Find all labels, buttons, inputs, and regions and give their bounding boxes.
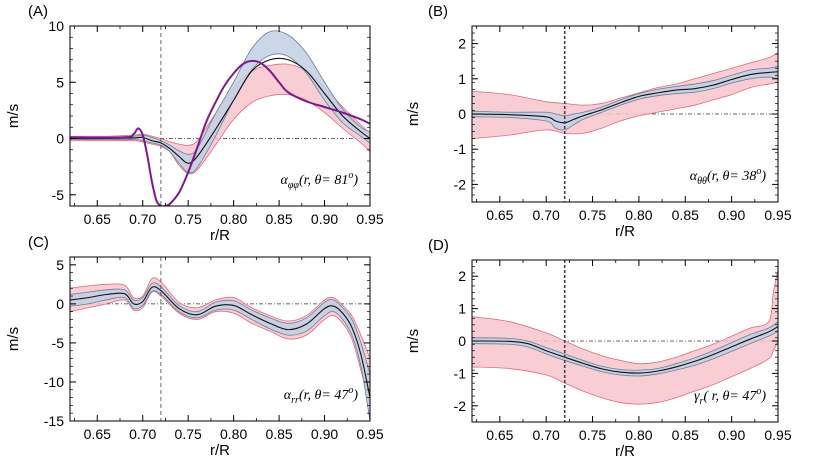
x-tick-label: 0.65	[486, 427, 513, 443]
y-tick-label: -2	[454, 398, 467, 414]
x-tick-label: 0.85	[265, 211, 292, 227]
x-tick-label: 0.80	[625, 207, 652, 223]
plot-area	[70, 257, 370, 421]
x-axis-label: r/R	[210, 227, 230, 244]
panel-label: (A)	[28, 3, 48, 20]
y-tick-label: -1	[454, 365, 467, 381]
reference-line	[70, 59, 370, 206]
axes-frame	[69, 256, 371, 422]
band-blue	[472, 321, 778, 377]
y-tick-label: 0	[56, 296, 64, 312]
mean-line	[70, 286, 370, 398]
x-tick-label: 0.95	[764, 207, 791, 223]
band-lower-edge	[70, 290, 370, 421]
y-tick-label: -2	[454, 176, 467, 192]
y-tick-label: -5	[52, 335, 65, 351]
x-tick-label: 0.95	[356, 426, 383, 442]
y-tick-label: 0	[56, 131, 64, 147]
band-upper-edge	[472, 66, 778, 117]
band-lower-edge	[70, 93, 370, 175]
plot-area	[70, 26, 370, 206]
x-tick-label: 0.80	[220, 211, 247, 227]
x-axis-label: r/R	[210, 442, 230, 459]
y-tick-label: -1	[454, 141, 467, 157]
x-tick-label: 0.65	[84, 426, 111, 442]
x-tick-label: 0.75	[175, 426, 202, 442]
x-tick-label: 0.80	[220, 426, 247, 442]
y-tick-label: 5	[56, 74, 64, 90]
x-tick-label: 0.85	[672, 207, 699, 223]
band-upper-edge	[70, 282, 370, 375]
y-tick-label: 2	[458, 36, 466, 52]
y-tick-label: 0	[458, 333, 466, 349]
x-tick-label: 0.90	[311, 426, 338, 442]
band-upper-edge	[70, 277, 370, 359]
x-tick-label: 0.85	[265, 426, 292, 442]
x-tick-label: 0.70	[533, 427, 560, 443]
panel-b: 0.65 0.70 0.75 0.80 0.85 0.90 0.95 -2 -1 0 1 2 r/R m/…	[405, 3, 792, 240]
x-tick-label: 0.80	[625, 427, 652, 443]
x-tick-label: 0.90	[718, 207, 745, 223]
y-axis-label: m/s	[405, 329, 422, 353]
band-red	[472, 269, 778, 405]
y-tick-label: 10	[48, 18, 64, 34]
band-lower-edge	[472, 81, 778, 140]
panel-label: (D)	[428, 237, 449, 254]
x-tick-label: 0.95	[356, 211, 383, 227]
y-tick-label: 2	[458, 268, 466, 284]
panel-c: 0.65 0.70 0.75 0.80 0.85 0.90 0.95 -15 -10 -5 0 5 r/…	[5, 234, 384, 459]
x-tick-label: 0.85	[672, 427, 699, 443]
band-blue	[70, 30, 370, 173]
series-annotation: αφφ(r, θ= 81o)	[281, 170, 359, 191]
band-lower-edge	[472, 330, 778, 377]
panel-a: 0.65 0.70 0.75 0.80 0.85 0.90 0.95 -5 0 5 10 r/R m/s…	[5, 3, 384, 244]
y-tick-label: 5	[56, 257, 64, 273]
panel-d: 0.65 0.70 0.75 0.80 0.85 0.90 0.95 -2 -1 0 1 2 r/R m/…	[405, 237, 792, 459]
mean-line	[472, 325, 778, 374]
plot-area	[472, 260, 778, 422]
y-tick-label: 0	[458, 106, 466, 122]
plot-area	[472, 26, 778, 202]
x-tick-label: 0.70	[533, 207, 560, 223]
x-tick-label: 0.75	[579, 207, 606, 223]
band-lower-edge	[472, 340, 778, 405]
panel-label: (B)	[428, 3, 448, 20]
x-tick-label: 0.65	[486, 207, 513, 223]
x-tick-label: 0.90	[311, 211, 338, 227]
y-tick-label: -15	[44, 413, 64, 429]
y-tick-label: -5	[52, 187, 65, 203]
x-tick-label: 0.75	[175, 211, 202, 227]
x-tick-label: 0.75	[579, 427, 606, 443]
band-red	[472, 52, 778, 139]
band-blue	[70, 282, 370, 421]
band-lower-edge	[472, 76, 778, 131]
x-tick-label: 0.95	[764, 427, 791, 443]
band-upper-edge	[472, 52, 778, 106]
band-upper-edge	[472, 321, 778, 371]
y-tick-label: 1	[458, 301, 466, 317]
series-annotation: αrr(r, θ= 47o)	[284, 385, 359, 406]
band-upper-edge	[472, 269, 778, 365]
x-tick-label: 0.70	[129, 426, 156, 442]
x-axis-label: r/R	[615, 223, 635, 240]
panel-label: (C)	[28, 234, 49, 251]
band-lower-edge	[70, 291, 370, 406]
y-axis-label: m/s	[5, 327, 22, 351]
y-axis-label: m/s	[5, 104, 22, 128]
y-tick-label: -10	[44, 374, 64, 390]
series-annotation: αθθ(r, θ= 38o)	[690, 166, 767, 187]
x-tick-label: 0.70	[129, 211, 156, 227]
y-axis-label: m/s	[405, 102, 422, 126]
y-tick-label: 1	[458, 71, 466, 87]
x-axis-label: r/R	[615, 443, 635, 459]
x-tick-label: 0.90	[718, 427, 745, 443]
mean-line	[472, 71, 778, 124]
series-annotation: γr( r, θ= 47o)	[694, 386, 766, 407]
x-tick-label: 0.65	[84, 211, 111, 227]
